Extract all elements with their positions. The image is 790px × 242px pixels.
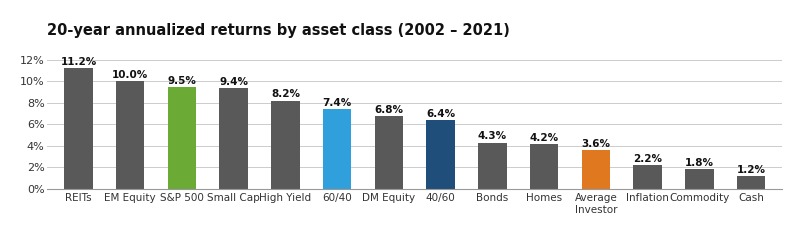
Bar <box>374 116 403 189</box>
Bar <box>64 68 92 189</box>
Text: 4.3%: 4.3% <box>478 131 507 141</box>
Bar <box>271 101 299 189</box>
Bar <box>167 87 196 189</box>
Bar <box>737 176 766 189</box>
Bar <box>427 120 455 189</box>
Bar <box>220 88 248 189</box>
Text: 4.2%: 4.2% <box>529 133 559 143</box>
Text: 6.4%: 6.4% <box>426 109 455 119</box>
Text: 7.4%: 7.4% <box>322 98 352 108</box>
Bar <box>634 165 662 189</box>
Text: 20-year annualized returns by asset class (2002 – 2021): 20-year annualized returns by asset clas… <box>47 23 510 38</box>
Text: 1.8%: 1.8% <box>685 158 714 168</box>
Bar <box>478 143 506 189</box>
Text: 3.6%: 3.6% <box>581 139 611 149</box>
Text: 2.2%: 2.2% <box>633 154 662 164</box>
Bar <box>323 109 352 189</box>
Text: 9.5%: 9.5% <box>167 76 197 85</box>
Bar <box>581 150 610 189</box>
Text: 6.8%: 6.8% <box>374 105 404 114</box>
Text: 1.2%: 1.2% <box>736 165 766 175</box>
Text: 11.2%: 11.2% <box>60 57 96 67</box>
Text: 8.2%: 8.2% <box>271 90 300 99</box>
Bar <box>116 81 145 189</box>
Bar <box>530 144 559 189</box>
Text: 10.0%: 10.0% <box>112 70 149 80</box>
Text: 9.4%: 9.4% <box>219 76 248 87</box>
Bar <box>685 169 713 189</box>
